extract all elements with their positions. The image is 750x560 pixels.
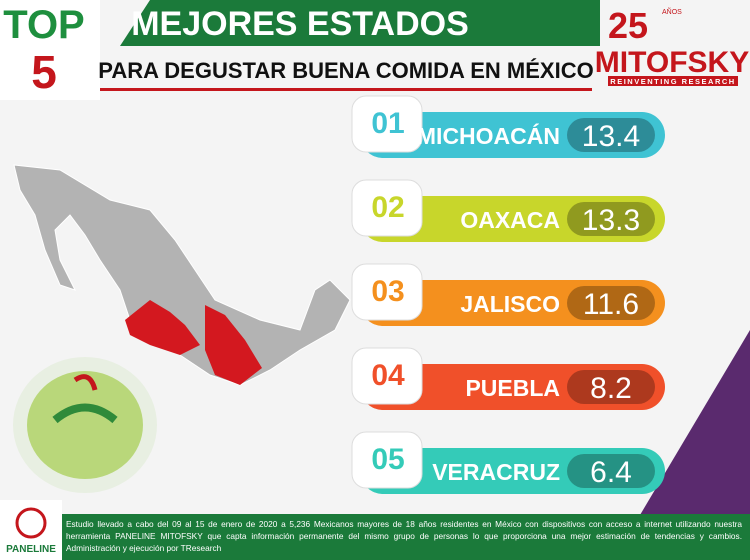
score-box bbox=[567, 370, 655, 404]
logo-years-label: AÑOS bbox=[662, 7, 682, 16]
map-mexico bbox=[13, 164, 351, 386]
state-name: OAXACA bbox=[460, 207, 560, 233]
logo-tagline-bar bbox=[608, 76, 738, 86]
subtitle-underline bbox=[100, 88, 592, 91]
rank-number: 02 bbox=[371, 191, 404, 224]
rank-pill bbox=[360, 196, 665, 242]
score-box bbox=[567, 118, 655, 152]
rank-tab bbox=[351, 431, 423, 489]
rank-pill bbox=[360, 280, 665, 326]
herbs bbox=[52, 403, 118, 424]
state-name: JALISCO bbox=[460, 291, 560, 317]
rank-tab bbox=[351, 263, 423, 321]
map-highlight bbox=[205, 305, 262, 385]
paneline-icon bbox=[15, 507, 47, 539]
rank-pill bbox=[360, 112, 665, 158]
logo-tagline: REINVENTING RESEARCH bbox=[610, 77, 735, 86]
decor-pattern bbox=[640, 330, 750, 515]
logo-years: 25 bbox=[608, 5, 648, 46]
rank-tab bbox=[351, 179, 423, 237]
score-box bbox=[567, 286, 655, 320]
title-bar bbox=[120, 0, 600, 46]
score: 11.6 bbox=[583, 288, 639, 321]
score-box bbox=[567, 454, 655, 488]
top-box bbox=[0, 0, 100, 100]
footer-brand: PANELINE bbox=[6, 544, 56, 555]
rank-number: 04 bbox=[371, 359, 405, 392]
rank-tab bbox=[351, 347, 423, 405]
score: 13.4 bbox=[582, 120, 640, 153]
title: MEJORES ESTADOS bbox=[131, 5, 469, 43]
top-label: TOP bbox=[3, 3, 85, 47]
rank-number: 03 bbox=[371, 275, 404, 308]
chili bbox=[73, 374, 98, 391]
logo-name: MITOFSKY bbox=[595, 46, 749, 79]
score: 8.2 bbox=[590, 372, 632, 405]
subtitle: PARA DEGUSTAR BUENA COMIDA EN MÉXICO bbox=[98, 58, 593, 83]
score: 6.4 bbox=[590, 456, 632, 489]
rank-tab bbox=[351, 95, 423, 153]
score-box bbox=[567, 202, 655, 236]
state-name: PUEBLA bbox=[465, 375, 560, 401]
rank-number: 05 bbox=[371, 443, 404, 476]
top-number: 5 bbox=[31, 46, 57, 98]
footer-bar bbox=[62, 514, 750, 560]
soup bbox=[27, 371, 143, 479]
state-name: MICHOACÁN bbox=[417, 122, 560, 149]
footer-note: Estudio llevado a cabo del 09 al 15 de e… bbox=[66, 519, 742, 553]
state-name: VERACRUZ bbox=[432, 459, 560, 485]
rank-pill bbox=[360, 448, 665, 494]
rank-pill bbox=[360, 364, 665, 410]
score: 13.3 bbox=[582, 204, 640, 237]
rank-number: 01 bbox=[371, 107, 404, 140]
map-highlight bbox=[125, 300, 200, 355]
